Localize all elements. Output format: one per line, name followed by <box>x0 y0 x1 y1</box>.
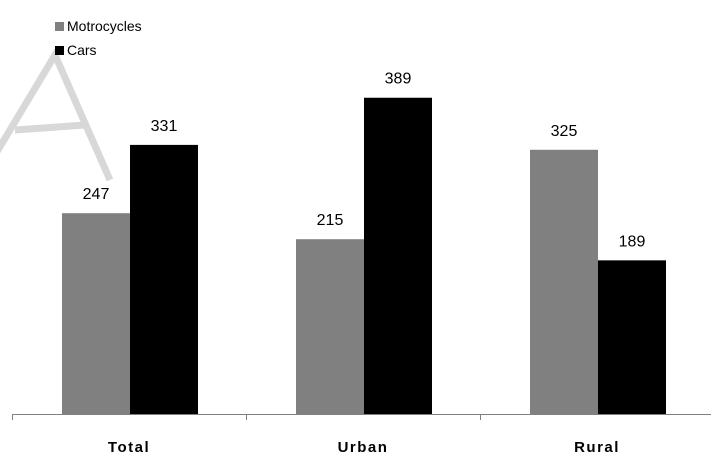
legend-item-cars: Cars <box>55 38 142 62</box>
legend-swatch-cars <box>55 45 64 55</box>
category-labels-group: Total Urban Rural <box>108 439 620 456</box>
legend-label-motorcycles: Motrocycles <box>67 18 142 34</box>
x-axis <box>12 414 711 420</box>
bar-cars-rural <box>598 260 666 414</box>
legend-item-motorcycles: Motrocycles <box>55 14 142 38</box>
value-labels-group: 247 331 215 389 325 189 <box>83 71 646 251</box>
legend-swatch-motorcycles <box>55 21 64 31</box>
value-label-cars-rural: 189 <box>619 233 646 250</box>
value-label-motrocycles-rural: 325 <box>551 123 578 140</box>
category-label-urban: Urban <box>338 439 389 456</box>
bars-group <box>62 97 666 415</box>
category-label-total: Total <box>108 439 150 456</box>
category-label-rural: Rural <box>574 439 620 456</box>
bar-motrocycles-total <box>62 213 130 414</box>
legend-label-cars: Cars <box>67 42 97 58</box>
bar-motrocycles-rural <box>530 149 598 414</box>
bar-cars-urban <box>364 97 432 415</box>
value-label-cars-urban: 389 <box>385 71 412 88</box>
bar-cars-total <box>130 144 198 414</box>
value-label-cars-total: 331 <box>151 118 178 135</box>
legend: Motrocycles Cars <box>55 14 142 62</box>
value-label-motrocycles-urban: 215 <box>317 212 344 229</box>
bar-motrocycles-urban <box>296 239 364 414</box>
value-label-motrocycles-total: 247 <box>83 186 110 203</box>
